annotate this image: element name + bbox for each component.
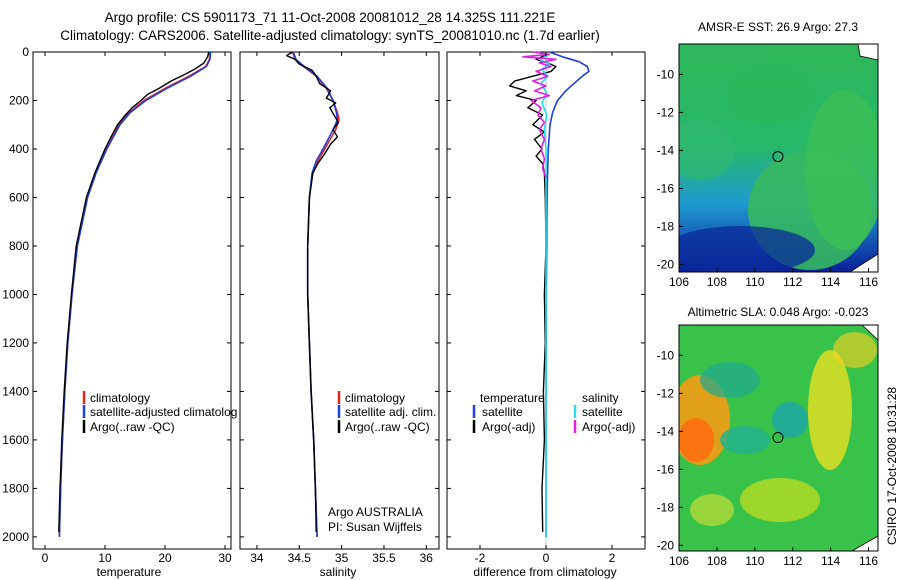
map-x-tick-label: 106 xyxy=(669,554,689,568)
legend-label: satellite-adjusted climatolog xyxy=(90,405,237,419)
legend-group-title-temperature: temperature xyxy=(480,391,545,405)
x-tick-label: 35 xyxy=(335,551,349,565)
series-line-argo-raw-qc- xyxy=(58,51,210,533)
x-tick-label: 0 xyxy=(543,551,550,565)
sst-map-title: AMSR-E SST: 26.9 Argo: 27.3 xyxy=(698,20,858,34)
map-x-tick-label: 112 xyxy=(783,554,802,568)
y-tick-label: 1800 xyxy=(2,481,29,495)
annotation-pi: PI: Susan Wijffels xyxy=(328,520,422,534)
y-tick-label: 0 xyxy=(22,45,29,59)
temperature-xlabel: temperature xyxy=(97,565,162,579)
temperature-axes xyxy=(32,51,232,550)
x-tick-label: 30 xyxy=(218,551,232,565)
difference-legend: temperature satellite Argo(-adj) salinit… xyxy=(472,391,635,434)
map-x-tick-label: 110 xyxy=(745,275,764,289)
sst_map-axes: 106 108 110 112 114 116 -10 -12 -14 -16 -18 -20 xyxy=(657,67,879,289)
y-tick-label: 1600 xyxy=(2,433,29,447)
sst-map xyxy=(678,43,879,273)
side-timestamp: CSIRO 17-Oct-2008 10:31:28 xyxy=(885,387,899,545)
figure-title-line1: Argo profile: CS 5901173_71 11-Oct-2008 … xyxy=(104,10,556,25)
map-x-tick-label: 116 xyxy=(859,275,878,289)
legend-label: satellite adj. clim. xyxy=(345,405,436,419)
legend-label: Argo(..raw -QC) xyxy=(345,420,430,434)
map-x-tick-label: 114 xyxy=(821,554,840,568)
x-tick-label: 35.5 xyxy=(372,551,396,565)
map-y-tick-label: -18 xyxy=(657,500,675,514)
sla-map-title: Altimetric SLA: 0.048 Argo: -0.023 xyxy=(688,305,869,319)
map-y-tick-label: -14 xyxy=(657,424,675,438)
y-tick-label: 1000 xyxy=(2,287,29,301)
map-y-tick-label: -16 xyxy=(657,181,675,195)
legend-label: climatology xyxy=(345,391,405,405)
legend-label: satellite xyxy=(582,405,623,419)
map-y-tick-label: -12 xyxy=(657,386,675,400)
series-line-salinity-argo-adj- xyxy=(522,51,557,179)
legend-group-title-salinity: salinity xyxy=(582,391,619,405)
map-y-tick-label: -10 xyxy=(657,67,675,81)
x-tick-label: 0 xyxy=(42,551,49,565)
figure-title-line2: Climatology: CARS2006. Satellite-adjuste… xyxy=(60,28,600,43)
y-tick-label: 200 xyxy=(9,93,29,107)
y-tick-label: 800 xyxy=(9,239,29,253)
map-y-tick-label: -16 xyxy=(657,462,675,476)
x-tick-label: 34.5 xyxy=(288,551,312,565)
legend-label: Argo(-adj) xyxy=(482,420,535,434)
map-y-tick-label: -10 xyxy=(657,348,675,362)
x-tick-label: 36 xyxy=(420,551,434,565)
y-tick-label: 600 xyxy=(9,190,29,204)
y-tick-label: 2000 xyxy=(2,530,29,544)
sla_map-axes: 106 108 110 112 114 116 -10 -12 -14 -16 -18 -20 xyxy=(657,348,879,568)
x-tick-label: 10 xyxy=(98,551,112,565)
series-line-temperature-argo-adj- xyxy=(509,51,557,533)
argo-location-marker xyxy=(772,151,784,163)
x-tick-label: 20 xyxy=(158,551,172,565)
legend-label: Argo(-adj) xyxy=(582,420,635,434)
x-tick-label: 34 xyxy=(250,551,264,565)
legend-label: Argo(..raw -QC) xyxy=(90,420,175,434)
map-y-tick-label: -20 xyxy=(657,257,675,271)
map-x-tick-label: 106 xyxy=(669,275,689,289)
map-y-tick-label: -18 xyxy=(657,219,675,233)
salinity-legend: climatology satellite adj. clim. Argo(..… xyxy=(328,391,436,534)
x-tick-label: 2 xyxy=(609,551,616,565)
map-y-tick-label: -12 xyxy=(657,105,675,119)
y-tick-label: 400 xyxy=(9,142,29,156)
x-tick-label: -2 xyxy=(475,551,486,565)
map-x-tick-label: 112 xyxy=(783,275,802,289)
argo-location-marker xyxy=(772,432,784,444)
series-line-argo-raw-qc- xyxy=(285,51,339,533)
y-tick-label: 1200 xyxy=(2,336,29,350)
map-y-tick-label: -20 xyxy=(657,538,675,552)
legend-label: satellite xyxy=(482,405,523,419)
map-x-tick-label: 108 xyxy=(707,275,727,289)
annotation-argo-australia: Argo AUSTRALIA xyxy=(328,505,423,519)
difference-xlabel: difference from climatology xyxy=(473,565,616,579)
map-y-tick-label: -14 xyxy=(657,143,675,157)
map-x-tick-label: 110 xyxy=(745,554,764,568)
temperature-plot: 0 10 20 30 0 200 400 600 800 1000 1200 1400 1600 1800… xyxy=(2,45,232,565)
map-x-tick-label: 114 xyxy=(821,275,840,289)
map-x-tick-label: 116 xyxy=(859,554,878,568)
salinity-xlabel: salinity xyxy=(320,565,357,579)
map-x-tick-label: 108 xyxy=(707,554,727,568)
difference-plot: -2 0 2 xyxy=(447,51,645,565)
legend-label: climatology xyxy=(90,391,150,405)
sla-map xyxy=(678,324,879,552)
salinity-plot: 34 34.5 35 35.5 36 xyxy=(240,51,439,565)
y-tick-label: 1400 xyxy=(2,384,29,398)
temperature-legend: climatology satellite-adjusted climatolo… xyxy=(82,391,237,434)
salinity-axes xyxy=(239,51,440,550)
